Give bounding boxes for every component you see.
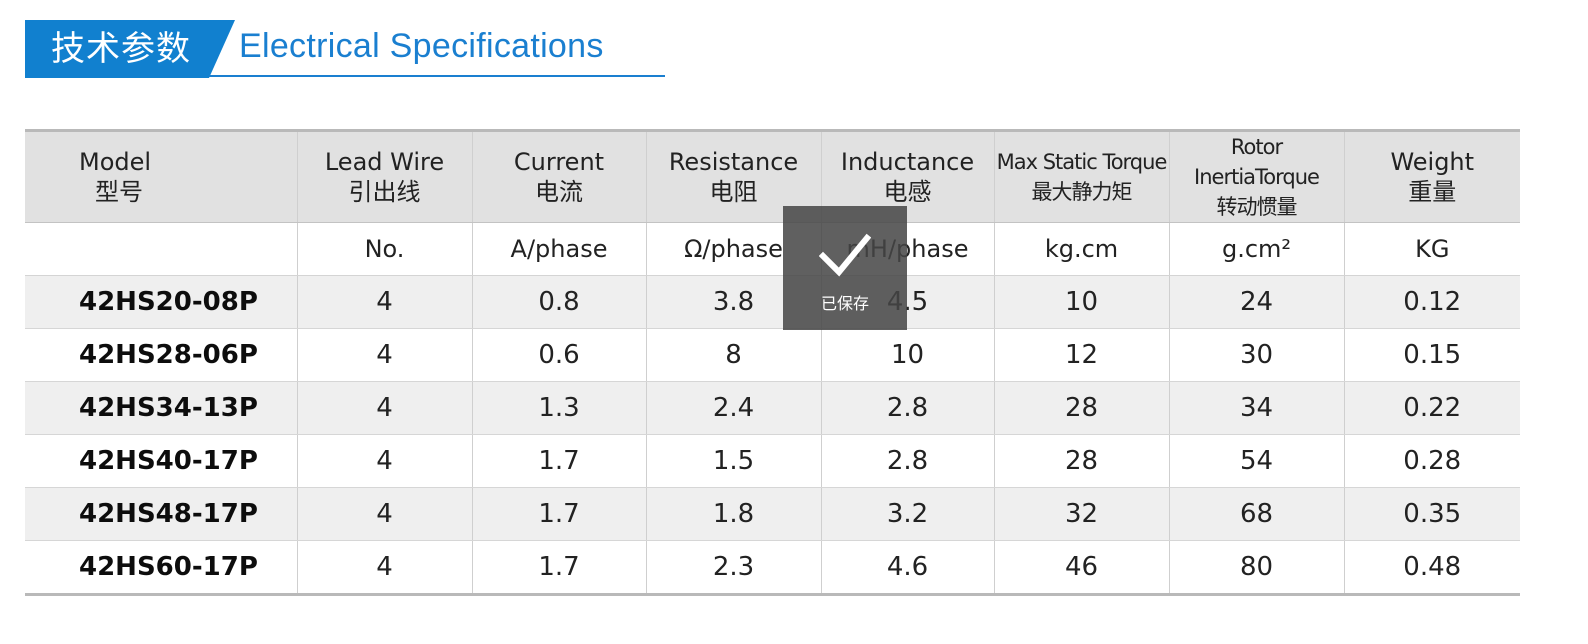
table-cell: 4 <box>296 275 472 329</box>
column-header-model: Model 型号 <box>25 130 297 223</box>
table-cell: 1.3 <box>471 381 646 435</box>
table-cell: 0.6 <box>471 328 646 382</box>
table-row: 42HS28-06P 4 0.6 8 10 12 30 0.15 <box>25 328 1520 382</box>
column-header-cn: 电阻 <box>709 178 758 206</box>
table-row: 42HS34-13P 4 1.3 2.4 2.8 28 34 0.22 <box>25 381 1520 435</box>
model-cell: 42HS48-17P <box>25 487 297 541</box>
table-cell: 28 <box>993 434 1169 488</box>
section-title: 技术参数 Electrical Specifications <box>25 20 665 78</box>
column-header-cn: 型号 <box>95 178 143 206</box>
table-cell: 4.6 <box>820 540 994 595</box>
table-cell: 0.28 <box>1343 434 1520 488</box>
table-cell: 0.48 <box>1343 540 1520 595</box>
table-row: 42HS48-17P 4 1.7 1.8 3.2 32 68 0.35 <box>25 487 1520 541</box>
unit-cell: A/phase <box>471 222 646 276</box>
table-cell: 80 <box>1168 540 1344 595</box>
table-cell: 30 <box>1168 328 1344 382</box>
unit-cell <box>25 222 297 276</box>
column-header-cn: 电感 <box>883 178 932 206</box>
column-header-en: Weight <box>1390 148 1475 176</box>
table-cell: 4 <box>296 381 472 435</box>
column-header-cn: 电流 <box>535 178 583 206</box>
column-header-en: Resistance <box>668 148 799 176</box>
model-cell: 42HS34-13P <box>25 381 297 435</box>
table-cell: 0.8 <box>471 275 646 329</box>
title-english: Electrical Specifications <box>239 27 604 65</box>
table-cell: 4 <box>296 540 472 595</box>
table-cell: 12 <box>993 328 1169 382</box>
model-cell: 42HS28-06P <box>25 328 297 382</box>
table-row: 42HS40-17P 4 1.7 1.5 2.8 28 54 0.28 <box>25 434 1520 488</box>
table-cell: 4 <box>296 487 472 541</box>
column-header-current: Current 电流 <box>471 130 646 223</box>
column-header-en: Model <box>79 148 152 176</box>
table-cell: 0.35 <box>1343 487 1520 541</box>
table-cell: 10 <box>820 328 994 382</box>
table-cell: 32 <box>993 487 1169 541</box>
column-header-en: Max Static Torque <box>996 150 1168 174</box>
column-header-en: Current <box>513 148 605 176</box>
model-cell: 42HS60-17P <box>25 540 297 595</box>
table-cell: 68 <box>1168 487 1344 541</box>
unit-cell: KG <box>1343 222 1520 276</box>
table-cell: 24 <box>1168 275 1344 329</box>
table-cell: 10 <box>993 275 1169 329</box>
model-cell: 42HS20-08P <box>25 275 297 329</box>
column-header-rotor-inertia: Rotor InertiaTorque 转动惯量 <box>1168 130 1344 223</box>
column-header-en: Lead Wire <box>324 148 445 176</box>
title-chinese: 技术参数 <box>25 20 235 78</box>
column-header-cn: 引出线 <box>348 178 421 206</box>
column-header-en: Rotor InertiaTorque <box>1194 135 1320 189</box>
table-cell: 1.7 <box>471 487 646 541</box>
table-cell: 8 <box>645 328 821 382</box>
table-cell: 54 <box>1168 434 1344 488</box>
column-header-weight: Weight 重量 <box>1343 130 1520 223</box>
table-cell: 1.7 <box>471 434 646 488</box>
table-cell: 4 <box>296 434 472 488</box>
model-cell: 42HS40-17P <box>25 434 297 488</box>
table-cell: 2.3 <box>645 540 821 595</box>
unit-cell: kg.cm <box>993 222 1169 276</box>
column-header-en: Inductance <box>840 148 975 176</box>
table-cell: 1.7 <box>471 540 646 595</box>
column-header-resistance: Resistance 电阻 <box>645 130 821 223</box>
table-row: 42HS20-08P 4 0.8 3.8 4.5 10 24 0.12 <box>25 275 1520 329</box>
title-underline <box>209 75 665 77</box>
column-header-lead-wire: Lead Wire 引出线 <box>296 130 472 223</box>
table-cell: 46 <box>993 540 1169 595</box>
table-row: 42HS60-17P 4 1.7 2.3 4.6 46 80 0.48 <box>25 540 1520 595</box>
table-cell: 1.5 <box>645 434 821 488</box>
column-header-cn: 转动惯量 <box>1216 195 1298 219</box>
column-header-cn: 最大静力矩 <box>1031 180 1133 204</box>
toast-message: 已保存 <box>820 294 869 313</box>
unit-row: No. A/phase Ω/phase mH/phase kg.cm g.cm²… <box>25 222 1520 276</box>
table-cell: 2.4 <box>645 381 821 435</box>
table-cell: 34 <box>1168 381 1344 435</box>
table-cell: 0.15 <box>1343 328 1520 382</box>
table-cell: 0.12 <box>1343 275 1520 329</box>
table-cell: 2.8 <box>820 381 994 435</box>
checkmark-icon <box>819 233 871 277</box>
column-header-cn: 重量 <box>1408 178 1457 206</box>
table-cell: 0.22 <box>1343 381 1520 435</box>
table-cell: 28 <box>993 381 1169 435</box>
column-header-static-torque: Max Static Torque 最大静力矩 <box>993 130 1169 223</box>
table-cell: 3.2 <box>820 487 994 541</box>
unit-cell: g.cm² <box>1168 222 1344 276</box>
header-row: Model 型号 Lead Wire 引出线 Current 电流 Resist… <box>25 130 1520 223</box>
specifications-table: Model 型号 Lead Wire 引出线 Current 电流 Resist… <box>25 129 1520 596</box>
table-cell: 2.8 <box>820 434 994 488</box>
table-cell: 4 <box>296 328 472 382</box>
unit-cell: No. <box>296 222 472 276</box>
table-cell: 1.8 <box>645 487 821 541</box>
saved-toast: 已保存 <box>783 206 907 330</box>
